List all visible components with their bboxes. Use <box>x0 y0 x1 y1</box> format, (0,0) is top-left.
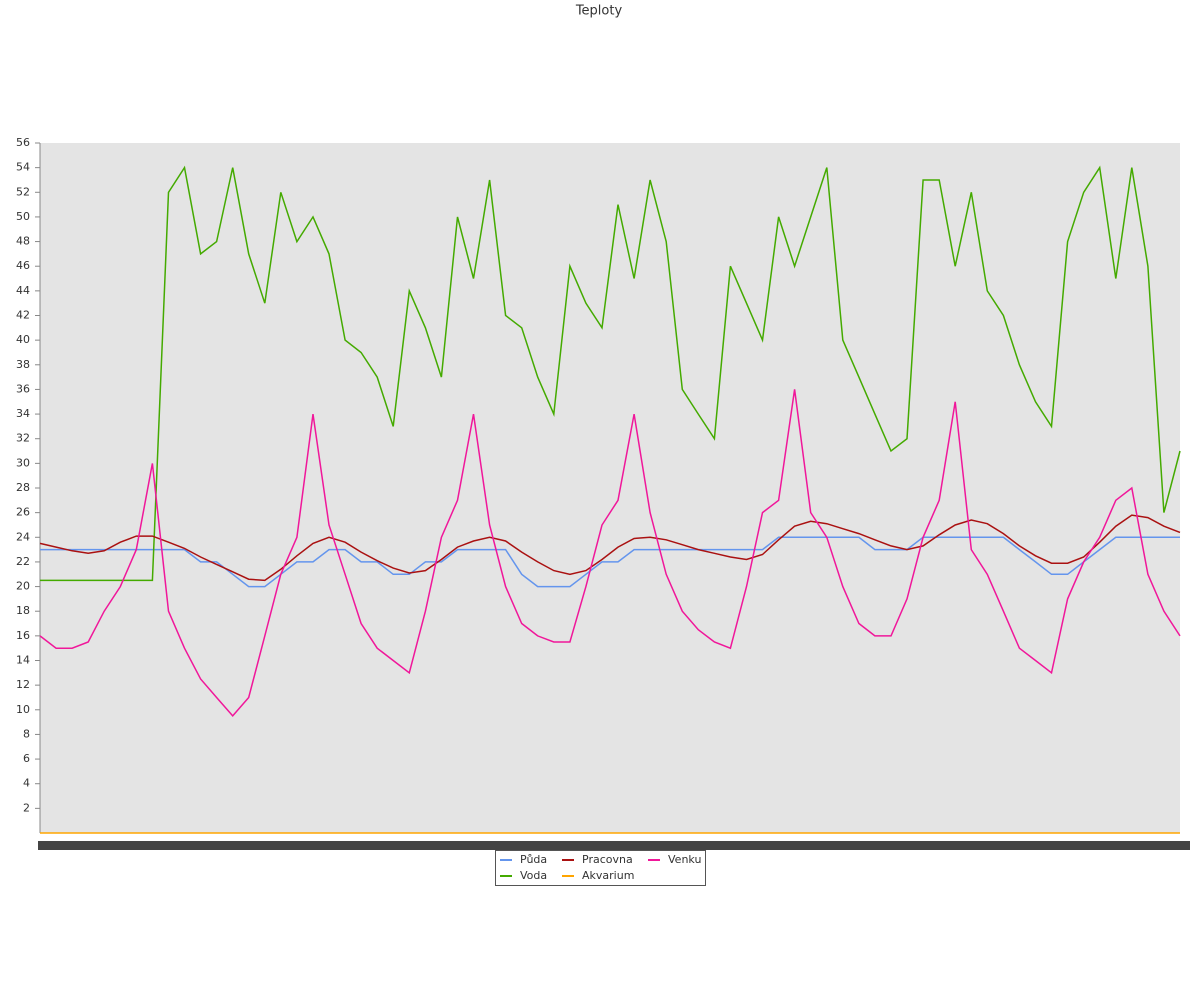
legend-label: Akvarium <box>582 869 634 882</box>
legend-label: Venku <box>668 853 701 866</box>
legend-label: Pracovna <box>582 853 633 866</box>
y-tick-label: 10 <box>16 703 30 716</box>
y-tick-label: 50 <box>16 210 30 223</box>
chart-title: Teploty <box>575 4 623 19</box>
y-tick-label: 18 <box>16 604 30 617</box>
y-tick-label: 54 <box>16 161 30 174</box>
y-tick-label: 56 <box>16 136 30 149</box>
y-tick-label: 8 <box>23 727 30 740</box>
series-line <box>39 389 1181 718</box>
y-tick-label: 38 <box>16 358 30 371</box>
y-tick-label: 46 <box>16 259 30 272</box>
series-line <box>40 165 1181 582</box>
series-line <box>40 536 1180 588</box>
y-tick-label: 44 <box>16 284 30 297</box>
legend-label: Voda <box>520 869 547 882</box>
y-tick-label: 30 <box>16 456 30 469</box>
legend-box <box>495 850 706 886</box>
y-tick-label: 28 <box>16 481 30 494</box>
y-tick-label: 34 <box>16 407 30 420</box>
y-tick-label: 26 <box>16 506 30 519</box>
y-tick-label: 40 <box>16 333 30 346</box>
y-tick-label: 14 <box>16 654 30 667</box>
y-tick-label: 48 <box>16 235 30 248</box>
plot-area <box>40 143 1180 833</box>
y-tick-label: 2 <box>23 801 30 814</box>
y-tick-label: 4 <box>23 777 30 790</box>
y-tick-label: 16 <box>16 629 30 642</box>
y-tick-label: 42 <box>16 309 30 322</box>
series-line <box>39 514 1181 582</box>
y-tick-label: 22 <box>16 555 30 568</box>
legend-label: Půda <box>520 853 547 866</box>
x-axis-labels-overlap <box>38 841 1190 850</box>
y-tick-label: 12 <box>16 678 30 691</box>
y-tick-label: 24 <box>16 530 30 543</box>
y-tick-label: 36 <box>16 382 30 395</box>
y-tick-label: 32 <box>16 432 30 445</box>
y-tick-label: 52 <box>16 185 30 198</box>
y-tick-label: 6 <box>23 752 30 765</box>
y-tick-label: 20 <box>16 580 30 593</box>
